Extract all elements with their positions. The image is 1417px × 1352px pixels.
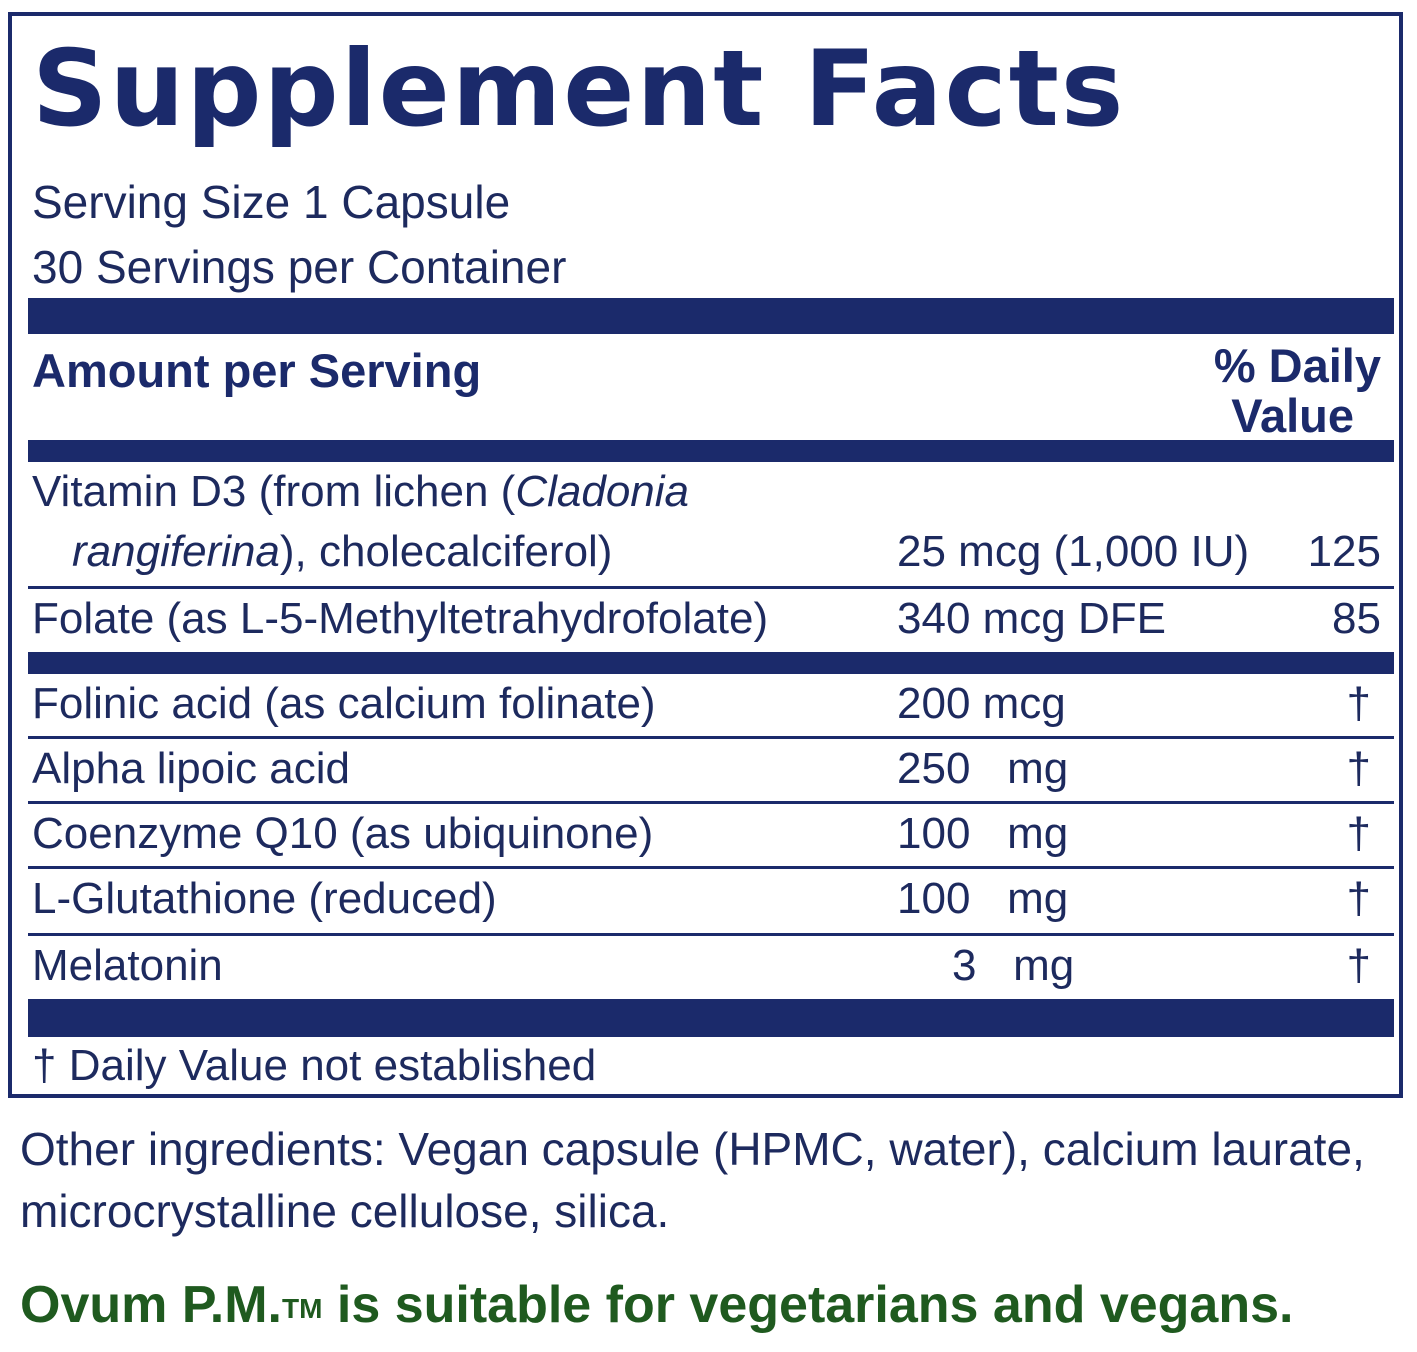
ingredient-amount: 250 mg bbox=[897, 744, 1069, 793]
other-ingredients: Other ingredients: Vegan capsule (HPMC, … bbox=[20, 1123, 1365, 1237]
vegan-statement: Ovum P.M.TM is suitable for vegetarians … bbox=[20, 1270, 1293, 1340]
row-divider bbox=[28, 933, 1394, 936]
ingredient-amount: 200 mcg bbox=[897, 679, 1066, 728]
ingredient-name: Vitamin D3 (from lichen (Cladonia bbox=[32, 462, 689, 522]
thick-divider-middle bbox=[28, 652, 1394, 674]
daily-value-header-line2: Value bbox=[1231, 389, 1354, 442]
row-divider bbox=[28, 866, 1394, 869]
ingredient-amount: 100 mg bbox=[897, 874, 1069, 923]
ingredient-name-part: ), cholecalciferol) bbox=[279, 527, 613, 576]
row-divider bbox=[28, 736, 1394, 739]
ingredient-name: L-Glutathione (reduced) bbox=[32, 874, 497, 923]
row-divider bbox=[28, 801, 1394, 804]
ingredient-amount: 340 mcg DFE bbox=[897, 594, 1166, 643]
ingredient-amount: 25 mcg (1,000 IU) bbox=[897, 527, 1250, 576]
trademark-symbol: TM bbox=[282, 1293, 323, 1324]
vegan-statement-text: is suitable for vegetarians and vegans. bbox=[322, 1276, 1294, 1334]
servings-per-container: 30 Servings per Container bbox=[32, 241, 567, 293]
ingredient-daily-value: † bbox=[1346, 679, 1371, 728]
footnote: † Daily Value not established bbox=[32, 1041, 597, 1090]
ingredient-name: Coenzyme Q10 (as ubiquinone) bbox=[32, 809, 654, 858]
ingredient-amount: 3 mg bbox=[952, 941, 1075, 990]
supplement-facts-panel: Supplement Facts Serving Size 1 Capsule … bbox=[8, 12, 1403, 1098]
ingredient-name-italic: Cladonia bbox=[515, 467, 690, 516]
product-name: Ovum P.M. bbox=[20, 1276, 283, 1334]
row-divider bbox=[28, 586, 1394, 589]
ingredient-daily-value: † bbox=[1346, 744, 1371, 793]
amount-per-serving-header: Amount per Serving bbox=[32, 344, 482, 397]
thick-divider-header bbox=[28, 440, 1394, 462]
ingredient-daily-value: † bbox=[1346, 874, 1371, 923]
ingredient-daily-value: † bbox=[1346, 809, 1371, 858]
ingredient-daily-value: 125 bbox=[1307, 527, 1381, 576]
ingredient-name: Folate (as L-5-Methyltetrahydrofolate) bbox=[32, 594, 769, 643]
ingredient-name-continued: rangiferina), cholecalciferol) bbox=[72, 522, 612, 582]
ingredient-daily-value: † bbox=[1346, 941, 1371, 990]
thick-divider-top bbox=[28, 298, 1394, 334]
ingredient-name: Folinic acid (as calcium folinate) bbox=[32, 679, 656, 728]
thick-divider-bottom bbox=[28, 999, 1394, 1037]
ingredient-name-italic: rangiferina bbox=[72, 527, 280, 576]
ingredient-amount: 100 mg bbox=[897, 809, 1069, 858]
serving-size: Serving Size 1 Capsule bbox=[32, 176, 511, 228]
ingredient-daily-value: 85 bbox=[1332, 594, 1381, 643]
panel-title: Supplement Facts bbox=[32, 28, 1126, 150]
daily-value-header-line1: % Daily bbox=[1213, 339, 1381, 392]
ingredient-name: Melatonin bbox=[32, 941, 223, 990]
ingredient-name-part: Vitamin D3 (from lichen ( bbox=[32, 467, 516, 516]
ingredient-name: Alpha lipoic acid bbox=[32, 744, 350, 793]
